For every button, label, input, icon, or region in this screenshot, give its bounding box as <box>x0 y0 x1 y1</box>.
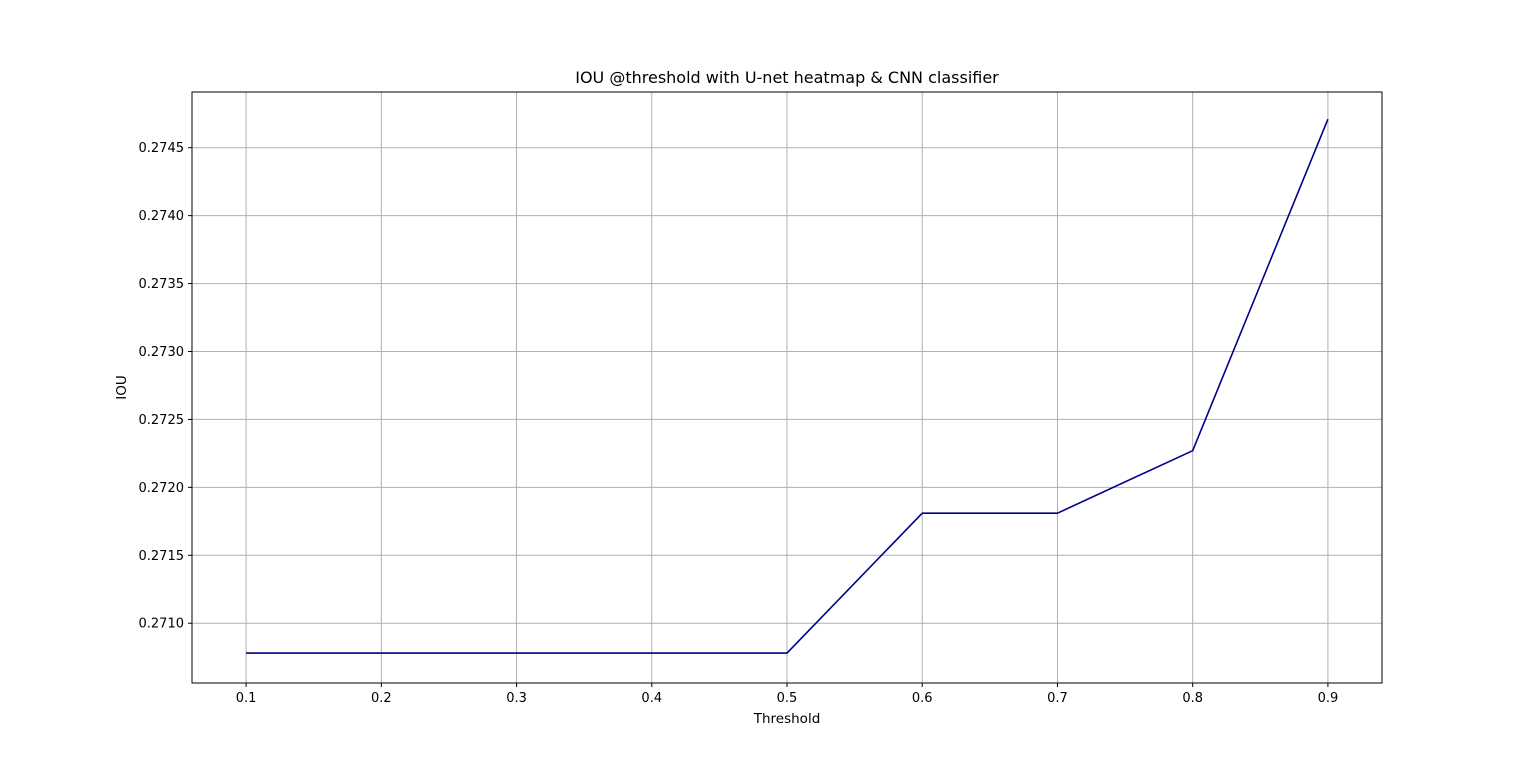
x-tick-label: 0.5 <box>777 691 798 706</box>
x-tick-label: 0.1 <box>236 691 257 706</box>
series-layer <box>246 118 1329 654</box>
x-tick-label: 0.3 <box>506 691 527 706</box>
x-tick-label: 0.6 <box>912 691 933 706</box>
x-tick-label: 0.7 <box>1047 691 1068 706</box>
y-tick-label: 0.2725 <box>139 413 185 428</box>
y-tick-label: 0.2710 <box>139 617 185 632</box>
grid <box>192 92 1382 683</box>
x-tick-label: 0.8 <box>1182 691 1203 706</box>
y-tick-label: 0.2730 <box>139 345 185 360</box>
x-tick-label: 0.2 <box>371 691 392 706</box>
y-tick-label: 0.2735 <box>139 277 185 292</box>
x-tick-label: 0.4 <box>641 691 662 706</box>
chart-title: IOU @threshold with U-net heatmap & CNN … <box>575 68 999 87</box>
y-tick-label: 0.2745 <box>139 141 185 156</box>
series-line-0 <box>246 118 1329 654</box>
ticks: 0.1 0.2 0.3 0.4 0.5 0.6 0.7 0.8 0.9 0.2710 0.2715 0… <box>139 141 1339 706</box>
y-tick-label: 0.2720 <box>139 481 185 496</box>
y-tick-label: 0.2740 <box>139 209 185 224</box>
x-axis-label: Threshold <box>753 711 821 727</box>
y-axis-label: IOU <box>114 375 130 400</box>
y-tick-label: 0.2715 <box>139 549 185 564</box>
x-tick-label: 0.9 <box>1318 691 1339 706</box>
